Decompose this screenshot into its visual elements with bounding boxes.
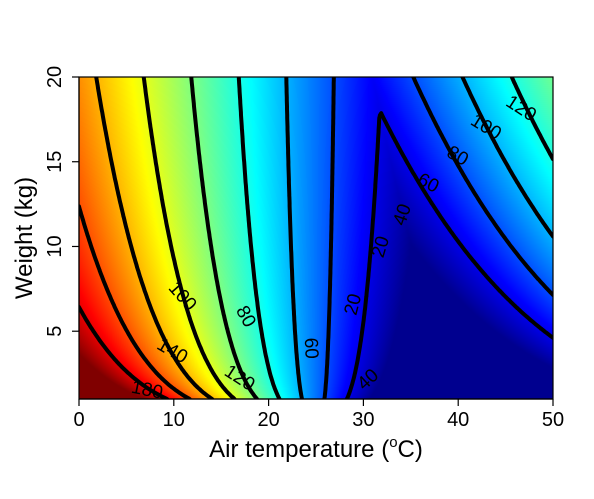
contour-line-180 [79, 305, 170, 399]
contour-line-100 [189, 77, 259, 399]
contour-line-60 [284, 77, 553, 399]
contour-lines [79, 77, 553, 399]
y-axis: 5 10 15 20 [44, 66, 80, 337]
heatmap-fill [79, 77, 553, 399]
x-tick-label: 50 [542, 409, 564, 431]
contour-line-160 [79, 204, 192, 399]
heatmap-image [79, 77, 553, 399]
y-tick-label: 20 [44, 66, 66, 88]
y-tick-label: 15 [44, 151, 66, 173]
contour-line-80 [236, 77, 553, 399]
y-tick-label: 5 [44, 326, 66, 337]
contour-label-20: 20 [341, 292, 367, 318]
x-tick-label: 0 [73, 409, 84, 431]
x-axis-title: Air temperature (oC) [209, 434, 423, 463]
contour-line-140 [94, 77, 215, 399]
y-axis-title: Weight (kg) [11, 177, 38, 299]
x-axis: 0 10 20 30 40 50 [73, 398, 564, 431]
contour-label-60: 60 [300, 337, 322, 359]
x-tick-label: 40 [447, 409, 469, 431]
x-tick-label: 30 [352, 409, 374, 431]
x-tick-label: 10 [163, 409, 185, 431]
contour-line-40 [322, 77, 553, 399]
contour-line-120 [141, 77, 237, 399]
y-tick-label: 10 [44, 235, 66, 257]
x-tick-label: 20 [257, 409, 279, 431]
contour-line-20 [344, 111, 553, 399]
